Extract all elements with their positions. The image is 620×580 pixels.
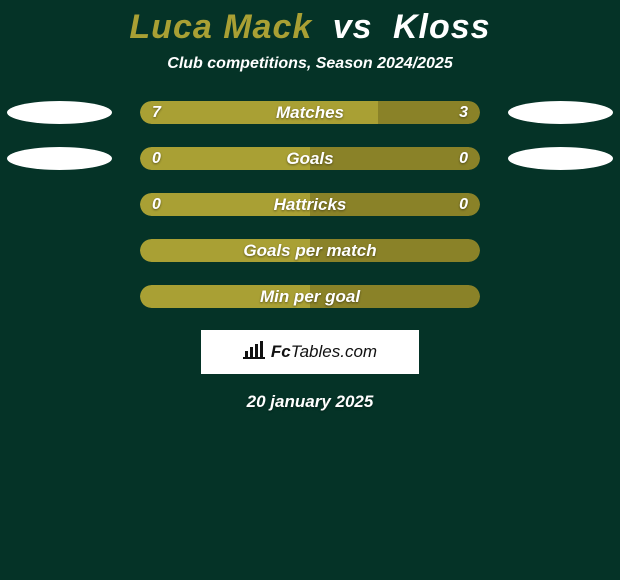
chart-icon: [243, 341, 265, 364]
stat-label: Matches: [140, 101, 480, 124]
stat-row: Goals0 0: [0, 147, 620, 170]
brand-text: FcTables.com: [271, 342, 377, 362]
brand-logo: FcTables.com: [201, 330, 419, 374]
stat-row: Goals per match: [0, 239, 620, 262]
right-marker-ellipse: [508, 147, 613, 170]
stat-bar: Goals0 0: [140, 147, 480, 170]
date-text: 20 january 2025: [0, 392, 620, 412]
stat-bar: Matches7 3: [140, 101, 480, 124]
stat-bar: Min per goal: [140, 285, 480, 308]
stat-row: Matches7 3: [0, 101, 620, 124]
right-marker-ellipse: [508, 101, 613, 124]
stat-bar: Goals per match: [140, 239, 480, 262]
stat-right-value: 3: [459, 101, 468, 124]
stat-left-value: 7: [152, 101, 161, 124]
stat-label: Min per goal: [140, 285, 480, 308]
player-right-name: Kloss: [393, 8, 491, 46]
stat-row: Min per goal: [0, 285, 620, 308]
stat-row: Hattricks0 0: [0, 193, 620, 216]
comparison-card: Luca Mack vs Kloss Club competitions, Se…: [0, 0, 620, 580]
stat-label: Goals per match: [140, 239, 480, 262]
brand-right: Tables.com: [291, 342, 377, 361]
page-title: Luca Mack vs Kloss: [0, 0, 620, 47]
left-marker-ellipse: [7, 147, 112, 170]
vs-separator: vs: [333, 8, 373, 46]
player-left-name: Luca Mack: [129, 8, 312, 46]
stat-right-value: 0: [459, 193, 468, 216]
stat-label: Goals: [140, 147, 480, 170]
stat-label: Hattricks: [140, 193, 480, 216]
stat-bar: Hattricks0 0: [140, 193, 480, 216]
stat-rows: Matches73Goals00Hattricks00Goals per mat…: [0, 101, 620, 308]
stat-right-value: 0: [459, 147, 468, 170]
brand-left: Fc: [271, 342, 291, 361]
stat-left-value: 0: [152, 193, 161, 216]
left-marker-ellipse: [7, 101, 112, 124]
subtitle: Club competitions, Season 2024/2025: [0, 55, 620, 73]
stat-left-value: 0: [152, 147, 161, 170]
